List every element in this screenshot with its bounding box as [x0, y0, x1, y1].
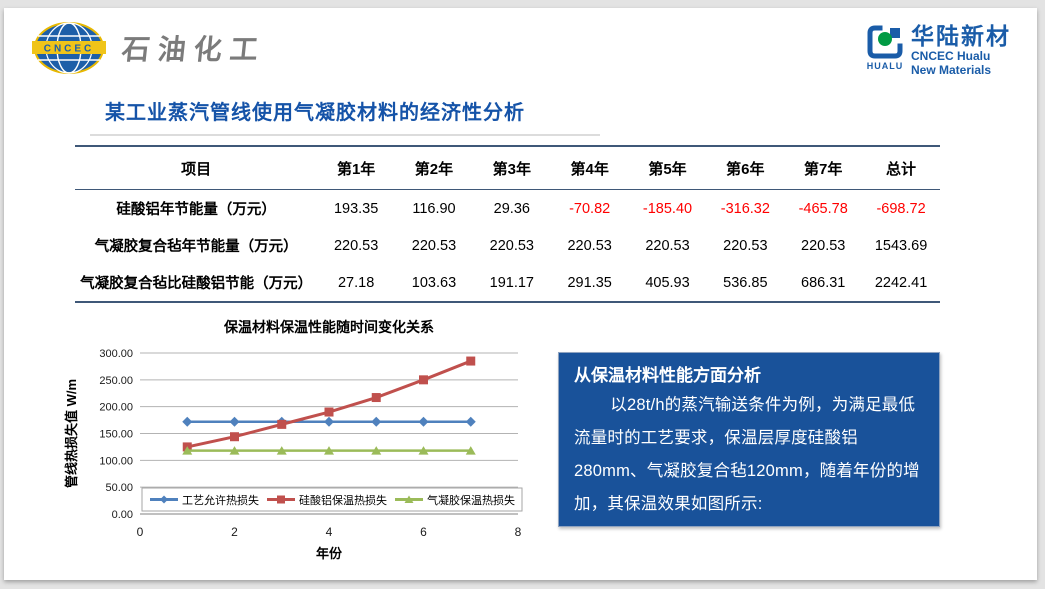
slide: CNCEC 石油化工 HUALU 华陆新材 CNCEC Hualu New Ma…: [4, 8, 1037, 580]
table-cell: 686.31: [801, 274, 846, 291]
table-cell: 220.53: [801, 237, 846, 254]
svg-text:气凝胶保温热损失: 气凝胶保温热损失: [427, 493, 515, 507]
svg-text:150.00: 150.00: [99, 429, 133, 441]
svg-text:硅酸铝保温热损失: 硅酸铝保温热损失: [299, 493, 387, 507]
table-header-cell: 第4年: [550, 146, 629, 190]
svg-text:CNCEC: CNCEC: [44, 44, 95, 55]
table-row-label: 气凝胶复合毡年节能量（万元）: [94, 239, 298, 255]
chart-title: 保温材料保温性能随时间变化关系: [223, 319, 434, 336]
table-row: 气凝胶复合毡比硅酸铝节能（万元） 27.18 103.63 191.17 291.35 4…: [75, 264, 940, 302]
performance-chart-svg: 保温材料保温性能随时间变化关系0.0050.00100.00150.00200.…: [64, 319, 523, 561]
table-header-cell: 第5年: [628, 146, 707, 190]
table-cell: 29.36: [493, 200, 530, 217]
svg-text:0: 0: [137, 525, 144, 539]
table-header-cell: 第6年: [706, 146, 785, 190]
table-cell: 116.90: [412, 200, 456, 217]
chart-x-axis: 0 2 4 6 8: [137, 525, 522, 539]
svg-text:6: 6: [420, 525, 427, 539]
table-cell: 220.53: [333, 237, 379, 254]
hualu-logo: HUALU 华陆新材 CNCEC Hualu New Materials: [866, 23, 1011, 78]
table-cell: 1543.69: [874, 237, 928, 254]
cncec-globe-icon: CNCEC: [32, 22, 106, 74]
page-title: 某工业蒸汽管线使用气凝胶材料的经济性分析: [105, 102, 525, 124]
svg-text:8: 8: [515, 525, 522, 539]
chart-x-axis-title: 年份: [316, 546, 343, 561]
table-header-cell: 第3年: [472, 146, 551, 190]
analysis-title: 从保温材料性能方面分析: [574, 366, 761, 385]
svg-text:100.00: 100.00: [99, 455, 133, 467]
table-cell: 220.53: [411, 237, 457, 254]
table-row-label: 气凝胶复合毡比硅酸铝节能（万元）: [80, 276, 313, 292]
hualu-en-line1: CNCEC Hualu: [911, 49, 991, 63]
performance-chart: 保温材料保温性能随时间变化关系 0.00 50.00 100.00 150.00 200.…: [60, 308, 540, 570]
table-cell: 405.93: [645, 274, 690, 291]
table-header-cell: 项目: [75, 146, 318, 190]
table-cell: 2242.41: [874, 274, 928, 291]
table-cell: -316.32: [720, 200, 770, 217]
chart-series-2: [182, 446, 476, 455]
svg-text:50.00: 50.00: [105, 482, 133, 494]
table-row: 气凝胶复合毡年节能量（万元） 220.53 220.53 220.53 220.53 22…: [75, 227, 940, 264]
hualu-cn-name: 华陆新材: [911, 23, 1011, 49]
table-cell: -70.82: [569, 200, 611, 217]
table-cell: 291.35: [567, 274, 612, 291]
table-cell: 220.53: [723, 237, 768, 254]
table-header-cell: 第2年: [395, 146, 473, 190]
table-row-label: 硅酸铝年节能量（万元）: [116, 202, 276, 218]
chart-y-axis-title: 管线热损失值 W/m: [64, 379, 79, 488]
table-row: 硅酸铝年节能量（万元） 193.35 116.90 29.36 -70.82 -185.4…: [75, 190, 940, 228]
chart-series-1: [182, 356, 476, 452]
analysis-body: 以28t/h的蒸汽输送条件为例，为满足最低流量时的工艺要求，保温层厚度硅酸铝28…: [574, 396, 920, 513]
analysis-box: 从保温材料性能方面分析 以28t/h的蒸汽输送条件为例，为满足最低流量时的工艺要…: [558, 352, 940, 527]
table-cell: 27.18: [337, 274, 375, 291]
table-cell: 193.35: [333, 200, 379, 217]
title-underline: [90, 134, 600, 136]
table-cell: 220.53: [489, 237, 534, 254]
chart-series-0: [182, 416, 476, 427]
table-header-cell: 总计: [862, 146, 940, 190]
hualu-en-line2: New Materials: [911, 63, 992, 77]
chart-gridlines: 0.00 50.00 100.00 150.00 200.00 250.00 300.00: [99, 348, 518, 521]
table-header-row: 项目 第1年 第2年 第3年 第4年 第5年 第6年 第7年 总计: [75, 146, 940, 190]
svg-text:2: 2: [231, 525, 238, 539]
table-cell: -185.40: [642, 200, 693, 217]
svg-text:250.00: 250.00: [99, 375, 133, 387]
svg-text:0.00: 0.00: [112, 509, 133, 521]
hualu-icon-label: HUALU: [866, 61, 904, 71]
svg-text:4: 4: [326, 525, 333, 539]
cncec-logo: CNCEC 石油化工: [32, 20, 268, 76]
table-header-cell: 第1年: [317, 146, 396, 190]
svg-text:工艺允许热损失: 工艺允许热损失: [182, 493, 259, 507]
table-cell: -465.78: [798, 200, 848, 217]
table-cell: 220.53: [645, 237, 690, 254]
table-cell: 536.85: [723, 274, 768, 291]
svg-text:300.00: 300.00: [99, 348, 133, 360]
chart-legend: 工艺允许热损失 硅酸铝保温热损失 气凝胶保温热损失: [141, 487, 523, 512]
table-cell: 103.63: [411, 274, 457, 291]
table-header-cell: 第7年: [784, 146, 863, 190]
hualu-icon: [867, 25, 903, 59]
table-cell: -698.72: [876, 200, 926, 217]
economics-table: 项目 第1年 第2年 第3年 第4年 第5年 第6年 第7年 总计 硅酸铝年节能量（万元） 193…: [75, 145, 940, 303]
svg-text:200.00: 200.00: [99, 402, 133, 414]
company-name: 石油化工: [120, 35, 268, 66]
table-cell: 220.53: [567, 237, 612, 254]
table-cell: 191.17: [489, 274, 534, 291]
